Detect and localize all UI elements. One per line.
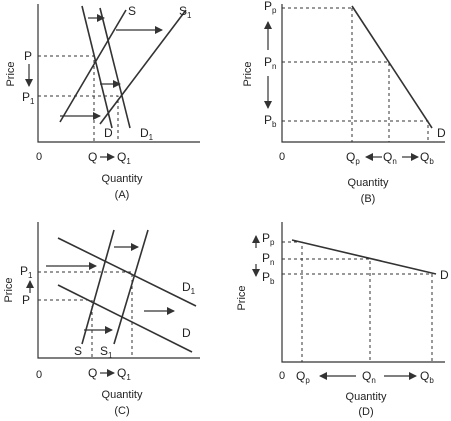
panel-c-guide-p-q — [38, 299, 93, 358]
panel-c-x-axis-label: Quantity — [102, 389, 143, 401]
panel-c-label-p: P — [22, 293, 30, 307]
panel-b-axes — [281, 4, 445, 143]
panel-b-label-d: D — [437, 126, 446, 140]
panel-c-demand-curve-d1 — [57, 237, 197, 307]
panel-b-demand-curve-d — [351, 5, 433, 129]
panel-c-demand-curve-d — [57, 284, 193, 353]
panel-b-label-qn: Qn — [383, 150, 397, 166]
panel-c-label-q1: Q1 — [117, 366, 131, 382]
panel-a-label-q: Q — [88, 150, 97, 164]
panel-d-x-axis-label: Quantity — [346, 391, 387, 403]
panel-c-y-axis-label: Price — [3, 277, 15, 302]
panel-c-label-s1: S1 — [100, 344, 113, 360]
panel-d-label-qn: Qn — [362, 369, 376, 385]
panel-a-y-axis-label: Price — [5, 61, 17, 86]
panel-a-label-s: S — [128, 4, 136, 18]
panel-c-label-d1: D1 — [182, 280, 196, 296]
panel-b-label-pn: Pn — [264, 55, 276, 71]
panel-a-origin: 0 — [36, 151, 42, 163]
panel-c-label-s: S — [74, 344, 82, 358]
panel-a-demand-curve-d — [59, 9, 127, 123]
panel-b-origin: 0 — [279, 151, 285, 163]
panel-d-demand-curve-d — [291, 239, 437, 275]
panel-a-demand-curve-d1 — [99, 9, 187, 125]
panel-c-supply-curve-s1 — [113, 229, 149, 345]
panel-d-label-qp: Qp — [296, 369, 310, 385]
panel-a-guide-p1-q1 — [38, 95, 119, 142]
panel-a-label-d: D — [104, 126, 113, 140]
panel-b-label-qp: Qp — [346, 150, 360, 166]
panel-b-y-axis-label: Price — [242, 61, 254, 86]
panel-a-label-p: P — [24, 49, 32, 63]
panel-a-label-d1: D1 — [140, 126, 154, 142]
panel-c-label-q: Q — [88, 366, 97, 380]
panel-b-label-pb: Pb — [264, 113, 277, 129]
panel-c-origin: 0 — [36, 369, 42, 381]
panel-b-label-pp: Pp — [264, 0, 277, 15]
panel-a-guide-p-q — [38, 55, 95, 142]
panel-a-axes — [37, 4, 200, 143]
panel-d-label-pp: Pp — [262, 231, 275, 247]
panel-a-supply-curve-s — [81, 5, 113, 129]
panel-b-guide-pb-qb — [282, 120, 429, 142]
panel-a-caption: (A) — [115, 189, 130, 201]
panel-b-label-qb: Qb — [420, 150, 434, 166]
panel-c: Price 0 Quantity (C) D1 D S S1 P1 P Q Q1 — [3, 222, 200, 417]
panel-d-y-axis-label: Price — [236, 285, 248, 310]
panel-d-label-pb: Pb — [262, 270, 275, 286]
panel-a-supply-curve-s1 — [99, 7, 131, 129]
panel-d-label-d: D — [440, 268, 449, 282]
panel-a-label-s1: S1 — [179, 4, 192, 20]
panel-b-guide-pn-qn — [282, 61, 390, 142]
panel-c-caption: (C) — [114, 405, 129, 417]
panel-c-label-p1: P1 — [20, 264, 33, 280]
panel-b-caption: (B) — [361, 193, 376, 205]
panel-a-x-axis-label: Quantity — [102, 173, 143, 185]
panel-c-axes — [37, 222, 200, 359]
panel-d-origin: 0 — [279, 370, 285, 382]
panel-d: Price 0 Quantity (D) D Pp Pn Pb Qp Qn Qb — [236, 222, 449, 418]
panel-d-guide-pp-qp — [282, 241, 303, 362]
panel-a: Price 0 Quantity (A) S S1 D D1 P P1 Q Q1 — [5, 4, 200, 201]
panel-c-guide-p1-q1 — [38, 271, 133, 358]
panel-d-label-qb: Qb — [420, 369, 434, 385]
panel-d-label-pn: Pn — [262, 251, 274, 267]
panel-a-label-p1: P1 — [22, 90, 35, 106]
panel-d-axes — [281, 222, 445, 363]
panel-a-label-q1: Q1 — [117, 150, 131, 166]
panel-d-guide-pn-qn — [282, 258, 371, 362]
panel-b: Price 0 Quantity (B) D Pp Pn Pb Qp Qn Qb — [242, 0, 446, 205]
panel-c-supply-curve-s — [81, 229, 115, 345]
panel-b-x-axis-label: Quantity — [348, 177, 389, 189]
panel-d-caption: (D) — [358, 406, 373, 418]
panel-d-guide-pb-qb — [282, 273, 433, 362]
panel-c-label-d: D — [182, 326, 191, 340]
